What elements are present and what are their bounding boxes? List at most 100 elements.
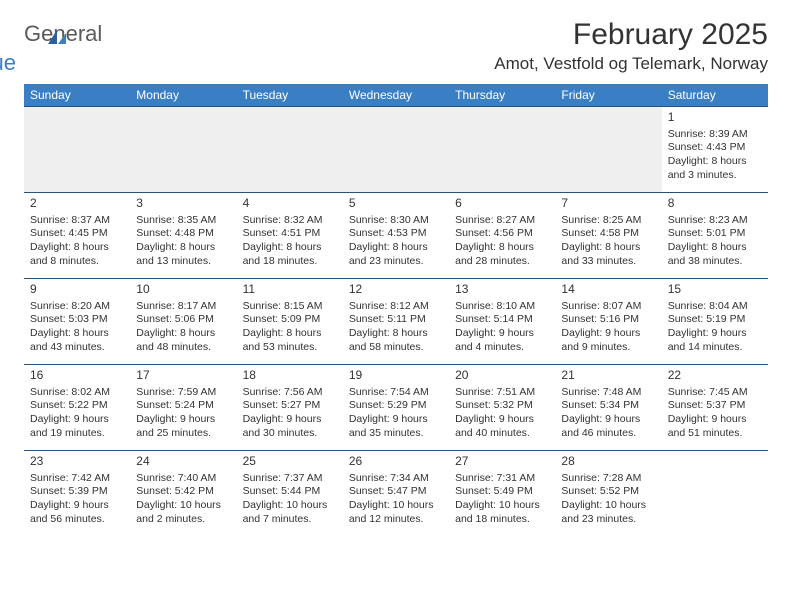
day-number: 23 [30, 454, 124, 470]
calendar-day-cell [555, 107, 661, 193]
daylight-text: Daylight: 10 hours and 2 minutes. [136, 499, 230, 526]
calendar-day-cell: 13Sunrise: 8:10 AMSunset: 5:14 PMDayligh… [449, 279, 555, 365]
day-header: Tuesday [237, 84, 343, 107]
calendar-day-cell [24, 107, 130, 193]
sunrise-text: Sunrise: 7:34 AM [349, 472, 443, 486]
sunrise-text: Sunrise: 7:45 AM [668, 386, 762, 400]
day-info: Sunrise: 7:34 AMSunset: 5:47 PMDaylight:… [349, 472, 443, 527]
sunrise-text: Sunrise: 8:27 AM [455, 214, 549, 228]
day-number: 3 [136, 196, 230, 212]
logo: General Blue [24, 18, 122, 66]
sunrise-text: Sunrise: 8:32 AM [243, 214, 337, 228]
day-number: 9 [30, 282, 124, 298]
sunrise-text: Sunrise: 8:23 AM [668, 214, 762, 228]
day-info: Sunrise: 8:27 AMSunset: 4:56 PMDaylight:… [455, 214, 549, 269]
calendar-day-cell: 12Sunrise: 8:12 AMSunset: 5:11 PMDayligh… [343, 279, 449, 365]
daylight-text: Daylight: 8 hours and 38 minutes. [668, 241, 762, 268]
day-number: 13 [455, 282, 549, 298]
daylight-text: Daylight: 9 hours and 14 minutes. [668, 327, 762, 354]
day-number: 17 [136, 368, 230, 384]
day-info: Sunrise: 8:39 AMSunset: 4:43 PMDaylight:… [668, 128, 762, 183]
sunset-text: Sunset: 4:45 PM [30, 227, 124, 241]
day-number: 27 [455, 454, 549, 470]
daylight-text: Daylight: 9 hours and 30 minutes. [243, 413, 337, 440]
sunset-text: Sunset: 5:22 PM [30, 399, 124, 413]
sunrise-text: Sunrise: 7:56 AM [243, 386, 337, 400]
daylight-text: Daylight: 8 hours and 23 minutes. [349, 241, 443, 268]
calendar-day-cell [130, 107, 236, 193]
daylight-text: Daylight: 8 hours and 13 minutes. [136, 241, 230, 268]
day-info: Sunrise: 7:56 AMSunset: 5:27 PMDaylight:… [243, 386, 337, 441]
calendar-table: Sunday Monday Tuesday Wednesday Thursday… [24, 84, 768, 537]
day-header: Monday [130, 84, 236, 107]
calendar-week-row: 23Sunrise: 7:42 AMSunset: 5:39 PMDayligh… [24, 451, 768, 537]
daylight-text: Daylight: 9 hours and 51 minutes. [668, 413, 762, 440]
daylight-text: Daylight: 9 hours and 35 minutes. [349, 413, 443, 440]
calendar-day-cell: 8Sunrise: 8:23 AMSunset: 5:01 PMDaylight… [662, 193, 768, 279]
sunrise-text: Sunrise: 8:04 AM [668, 300, 762, 314]
day-number: 25 [243, 454, 337, 470]
daylight-text: Daylight: 9 hours and 25 minutes. [136, 413, 230, 440]
day-info: Sunrise: 7:54 AMSunset: 5:29 PMDaylight:… [349, 386, 443, 441]
daylight-text: Daylight: 9 hours and 56 minutes. [30, 499, 124, 526]
calendar-day-cell: 9 Sunrise: 8:20 AMSunset: 5:03 PMDaylight… [24, 279, 130, 365]
calendar-day-cell: 4Sunrise: 8:32 AMSunset: 4:51 PMDaylight… [237, 193, 343, 279]
sunset-text: Sunset: 5:37 PM [668, 399, 762, 413]
day-number: 5 [349, 196, 443, 212]
sunrise-text: Sunrise: 8:02 AM [30, 386, 124, 400]
sunset-text: Sunset: 5:03 PM [30, 313, 124, 327]
day-info: Sunrise: 7:48 AMSunset: 5:34 PMDaylight:… [561, 386, 655, 441]
day-info: Sunrise: 8:20 AMSunset: 5:03 PMDaylight:… [30, 300, 124, 355]
day-info: Sunrise: 7:45 AMSunset: 5:37 PMDaylight:… [668, 386, 762, 441]
day-info: Sunrise: 8:32 AMSunset: 4:51 PMDaylight:… [243, 214, 337, 269]
sunrise-text: Sunrise: 8:17 AM [136, 300, 230, 314]
daylight-text: Daylight: 8 hours and 28 minutes. [455, 241, 549, 268]
sunrise-text: Sunrise: 7:59 AM [136, 386, 230, 400]
calendar-day-cell: 28Sunrise: 7:28 AMSunset: 5:52 PMDayligh… [555, 451, 661, 537]
day-number: 28 [561, 454, 655, 470]
day-number: 22 [668, 368, 762, 384]
sunrise-text: Sunrise: 7:31 AM [455, 472, 549, 486]
sunset-text: Sunset: 5:39 PM [30, 485, 124, 499]
daylight-text: Daylight: 8 hours and 3 minutes. [668, 155, 762, 182]
calendar-day-cell: 5Sunrise: 8:30 AMSunset: 4:53 PMDaylight… [343, 193, 449, 279]
calendar-day-cell: 24 Sunrise: 7:40 AMSunset: 5:42 PMDayligh… [130, 451, 236, 537]
daylight-text: Daylight: 8 hours and 43 minutes. [30, 327, 124, 354]
day-info: Sunrise: 8:02 AMSunset: 5:22 PMDaylight:… [30, 386, 124, 441]
sunrise-text: Sunrise: 7:28 AM [561, 472, 655, 486]
day-info: Sunrise: 8:17 AMSunset: 5:06 PMDaylight:… [136, 300, 230, 355]
day-info: Sunrise: 7:59 AMSunset: 5:24 PMDaylight:… [136, 386, 230, 441]
daylight-text: Daylight: 10 hours and 7 minutes. [243, 499, 337, 526]
day-number: 26 [349, 454, 443, 470]
day-info: Sunrise: 8:35 AMSunset: 4:48 PMDaylight:… [136, 214, 230, 269]
location-subtitle: Amot, Vestfold og Telemark, Norway [494, 54, 768, 74]
day-number: 6 [455, 196, 549, 212]
sunrise-text: Sunrise: 7:51 AM [455, 386, 549, 400]
daylight-text: Daylight: 8 hours and 18 minutes. [243, 241, 337, 268]
day-info: Sunrise: 7:40 AMSunset: 5:42 PMDaylight:… [136, 472, 230, 527]
header: General Blue February 2025 Amot, Vestfol… [24, 18, 768, 74]
calendar-day-cell: 11Sunrise: 8:15 AMSunset: 5:09 PMDayligh… [237, 279, 343, 365]
calendar-day-cell: 21Sunrise: 7:48 AMSunset: 5:34 PMDayligh… [555, 365, 661, 451]
sunset-text: Sunset: 4:56 PM [455, 227, 549, 241]
day-info: Sunrise: 8:07 AMSunset: 5:16 PMDaylight:… [561, 300, 655, 355]
day-info: Sunrise: 8:15 AMSunset: 5:09 PMDaylight:… [243, 300, 337, 355]
sunset-text: Sunset: 4:58 PM [561, 227, 655, 241]
day-header: Saturday [662, 84, 768, 107]
daylight-text: Daylight: 8 hours and 48 minutes. [136, 327, 230, 354]
sunset-text: Sunset: 5:32 PM [455, 399, 549, 413]
sunset-text: Sunset: 5:16 PM [561, 313, 655, 327]
calendar-day-cell: 17 Sunrise: 7:59 AMSunset: 5:24 PMDayligh… [130, 365, 236, 451]
sunset-text: Sunset: 5:44 PM [243, 485, 337, 499]
month-title: February 2025 [494, 18, 768, 52]
sunset-text: Sunset: 5:34 PM [561, 399, 655, 413]
sunset-text: Sunset: 4:51 PM [243, 227, 337, 241]
calendar-day-cell: 18Sunrise: 7:56 AMSunset: 5:27 PMDayligh… [237, 365, 343, 451]
sunrise-text: Sunrise: 7:48 AM [561, 386, 655, 400]
sunset-text: Sunset: 4:48 PM [136, 227, 230, 241]
sunrise-text: Sunrise: 7:37 AM [243, 472, 337, 486]
sunrise-text: Sunrise: 8:25 AM [561, 214, 655, 228]
calendar-day-cell: 15Sunrise: 8:04 AMSunset: 5:19 PMDayligh… [662, 279, 768, 365]
day-number: 24 [136, 454, 230, 470]
day-info: Sunrise: 7:31 AMSunset: 5:49 PMDaylight:… [455, 472, 549, 527]
